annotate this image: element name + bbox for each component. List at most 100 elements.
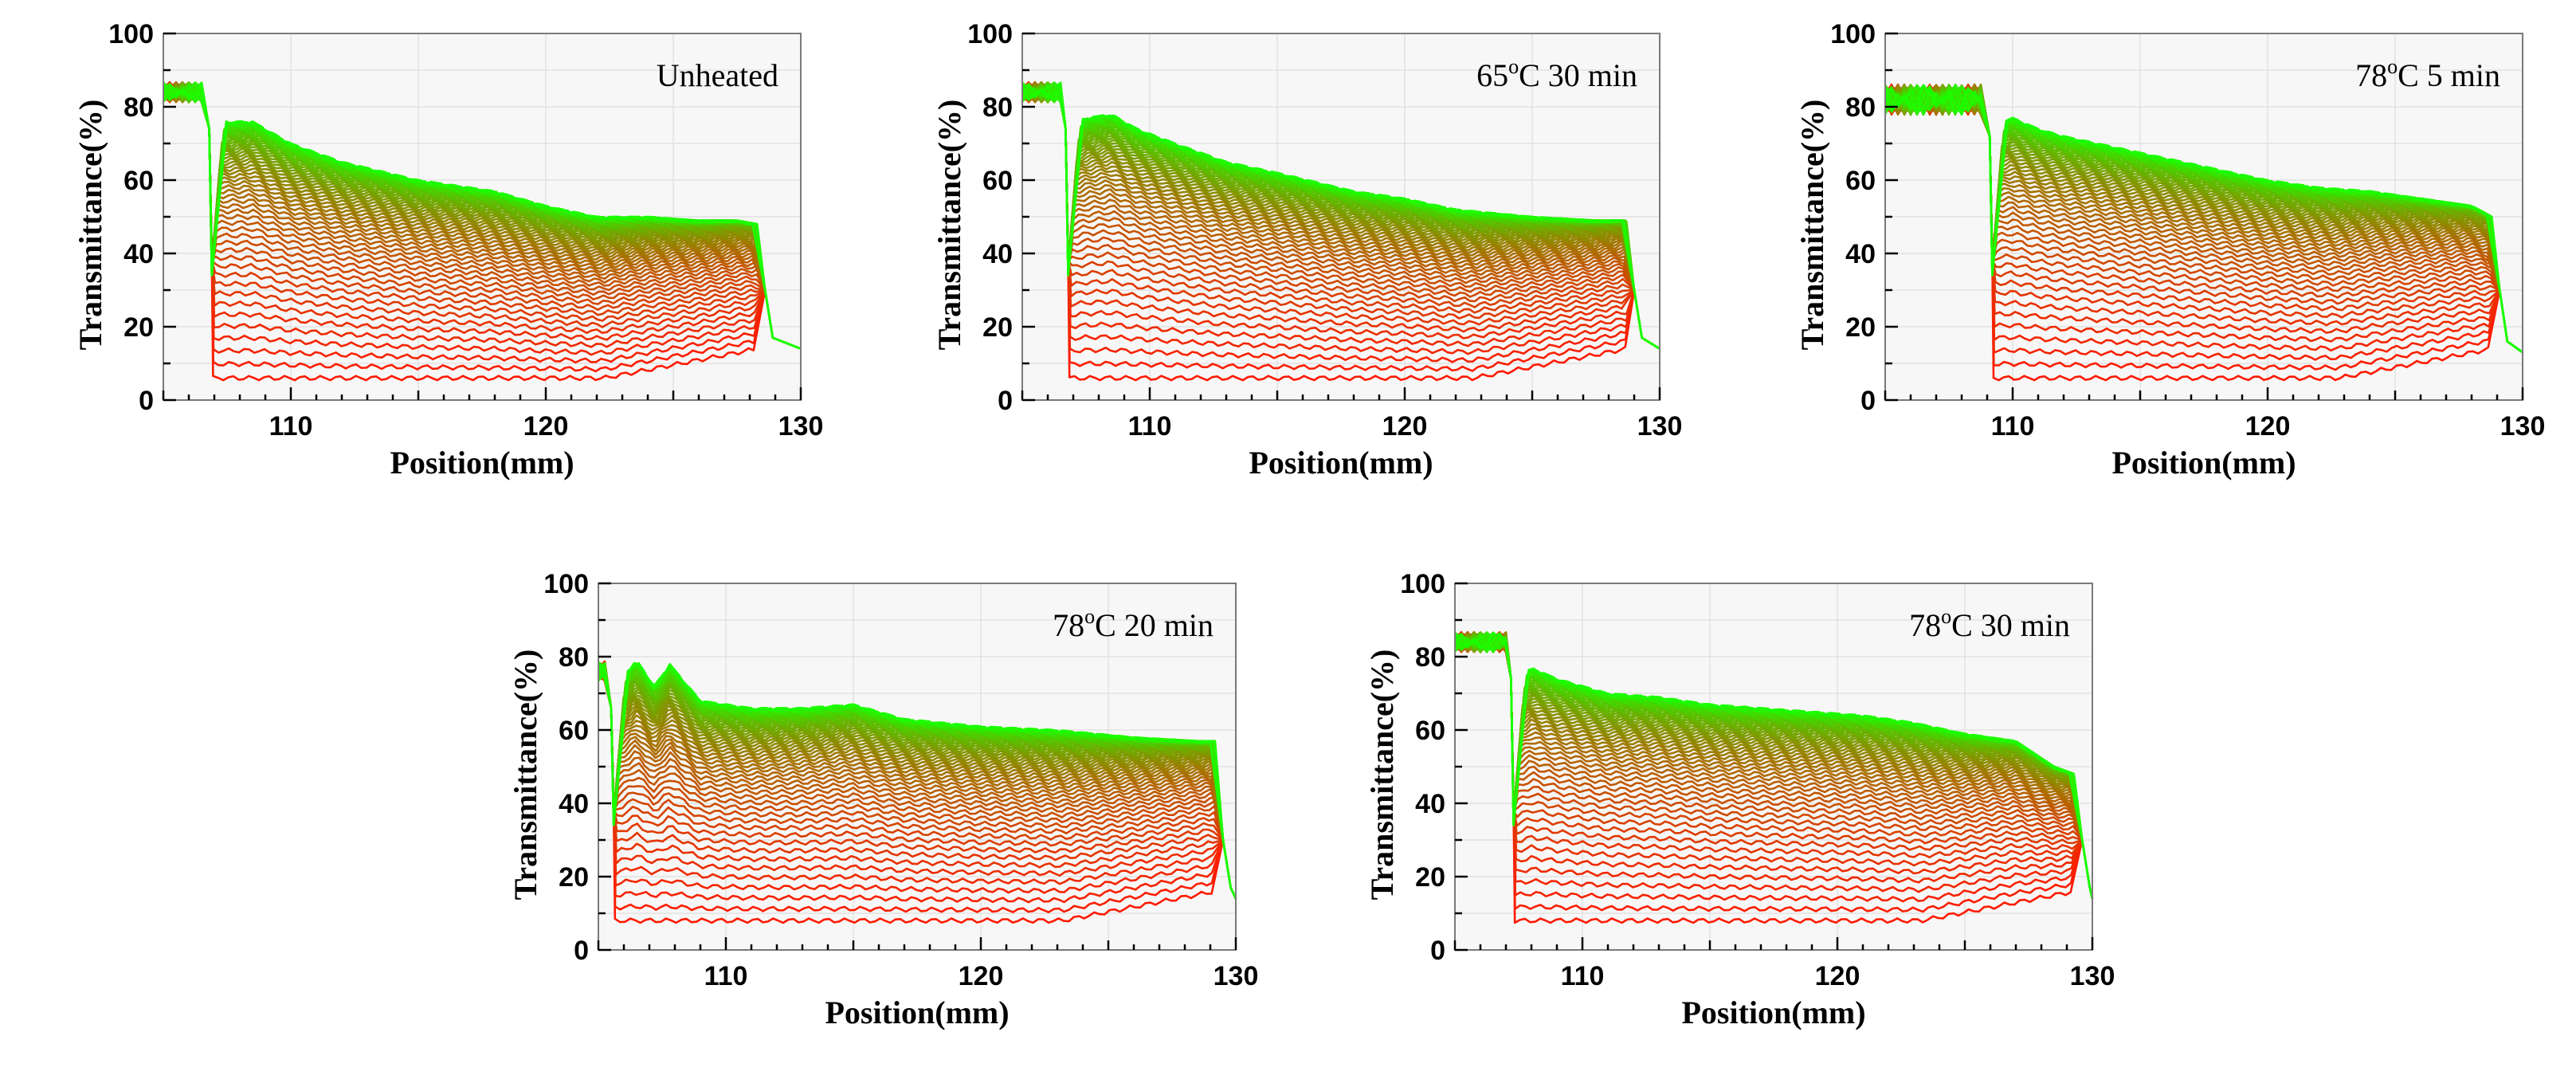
series-line-7 <box>1021 83 1660 350</box>
x-tick-label: 130 <box>1214 961 1259 991</box>
panel-label: Unheated <box>657 57 778 93</box>
x-tick-label: 120 <box>959 961 1004 991</box>
series-line-16 <box>1021 84 1660 350</box>
series-line-3 <box>1453 631 2094 903</box>
x-axis-title: Position(mm) <box>1249 445 1433 481</box>
series-line-28 <box>597 664 1237 900</box>
series-line-33 <box>598 670 1237 900</box>
series-line-5 <box>598 676 1237 900</box>
series-line-3 <box>1021 82 1660 363</box>
y-tick-label: 20 <box>124 312 154 343</box>
series-line-13 <box>597 668 1237 900</box>
series-line-14 <box>1884 84 2523 354</box>
series-line-31 <box>598 667 1237 900</box>
series-line-33 <box>163 83 802 350</box>
series-line-19 <box>163 82 802 350</box>
series-line-12 <box>1884 87 2523 354</box>
y-tick-label: 20 <box>982 312 1013 343</box>
series-line-4 <box>1884 84 2523 354</box>
series-line-15 <box>1884 84 2523 354</box>
y-tick-label: 60 <box>559 716 589 746</box>
series-line-7 <box>597 662 1237 900</box>
series-line-30 <box>163 81 802 350</box>
series-line-30 <box>1021 81 1660 350</box>
series-line-20 <box>162 81 802 350</box>
chart-panel-2: 0 20 40 60 80 100 110 120 130 Position(mm) Transmi… <box>931 19 1682 481</box>
series-line-28 <box>1884 83 2523 354</box>
y-axis: 0 20 40 60 80 100 <box>543 569 611 966</box>
series-line-5 <box>1021 83 1660 350</box>
series-line-7 <box>1884 86 2523 354</box>
y-tick-label: 80 <box>1845 92 1876 123</box>
panel-label-rest: C 30 min <box>1951 607 2070 643</box>
y-axis: 0 20 40 60 80 100 <box>1400 569 1468 966</box>
series-line-7 <box>162 83 802 350</box>
series-line-6 <box>1021 82 1660 350</box>
series-line-22 <box>1021 85 1660 350</box>
y-tick-label: 100 <box>1830 19 1876 49</box>
series-line-5 <box>1454 633 2094 899</box>
y-tick-label: 20 <box>1845 312 1876 343</box>
series-line-25 <box>1021 80 1660 350</box>
panel-label-degree: o <box>1508 55 1519 78</box>
y-tick-label: 60 <box>982 166 1013 196</box>
series-line-10 <box>1453 632 2094 899</box>
series-line-27 <box>1884 84 2523 354</box>
panel-label: 78oC 5 min <box>2355 55 2500 93</box>
panel-label: 78oC 20 min <box>1053 605 1214 643</box>
y-tick-label: 40 <box>1415 789 1445 819</box>
series-line-24 <box>1021 84 1660 350</box>
series-line-23 <box>1454 633 2094 899</box>
series-line-20 <box>597 666 1237 900</box>
series-line-47 <box>1884 85 2523 354</box>
panel-label-rest: C 20 min <box>1095 607 1214 643</box>
series-line-11 <box>1884 83 2523 354</box>
series-line-16 <box>598 664 1237 900</box>
series-line-2 <box>598 661 1237 913</box>
x-axis-title: Position(mm) <box>1681 995 1865 1030</box>
x-axis-title: Position(mm) <box>825 995 1009 1030</box>
x-tick-label: 130 <box>2070 961 2115 991</box>
series-line-13 <box>162 80 802 350</box>
x-tick-label: 110 <box>1561 961 1605 991</box>
series-line-33 <box>1454 633 2094 899</box>
y-tick-label: 60 <box>1415 716 1445 746</box>
series-line-8 <box>163 80 802 350</box>
series-line-29 <box>163 85 802 350</box>
series-line-14 <box>597 661 1237 900</box>
x-tick-label: 110 <box>1128 411 1172 442</box>
y-tick-label: 0 <box>574 936 589 966</box>
series-line-8 <box>1454 630 2094 899</box>
series-group <box>162 80 802 382</box>
series-line-16 <box>1884 84 2523 354</box>
series-line-6 <box>162 82 802 350</box>
x-tick-label: 130 <box>1637 411 1683 442</box>
series-line-8 <box>1884 83 2523 354</box>
x-tick-label: 110 <box>1991 411 2035 442</box>
series-line-1 <box>1453 631 2094 924</box>
series-line-14 <box>1021 82 1660 350</box>
y-tick-label: 80 <box>124 92 154 123</box>
series-line-18 <box>1453 632 2094 899</box>
chart-panel-3: 0 20 40 60 80 100 110 120 130 Position(mm) Transmi… <box>1794 19 2545 481</box>
series-line-18 <box>162 82 802 350</box>
series-line-12 <box>1021 84 1660 350</box>
series-line-18 <box>1021 82 1660 350</box>
series-line-9 <box>598 661 1237 900</box>
y-tick-label: 80 <box>559 642 589 673</box>
series-line-31 <box>163 81 802 350</box>
series-line-16 <box>1454 631 2094 899</box>
x-tick-label: 120 <box>523 411 569 442</box>
series-line-11 <box>1021 83 1660 350</box>
series-line-28 <box>1021 85 1660 350</box>
series-line-26 <box>1454 631 2094 899</box>
x-tick-label: 120 <box>1382 411 1428 442</box>
series-line-6 <box>597 670 1237 900</box>
series-line-30 <box>1454 631 2094 899</box>
series-line-2 <box>163 82 802 373</box>
y-tick-label: 40 <box>559 789 589 819</box>
series-line-60 <box>1453 631 2094 899</box>
series-line-22 <box>1884 84 2523 354</box>
series-line-13 <box>1453 630 2094 899</box>
series-line-10 <box>1021 84 1660 350</box>
